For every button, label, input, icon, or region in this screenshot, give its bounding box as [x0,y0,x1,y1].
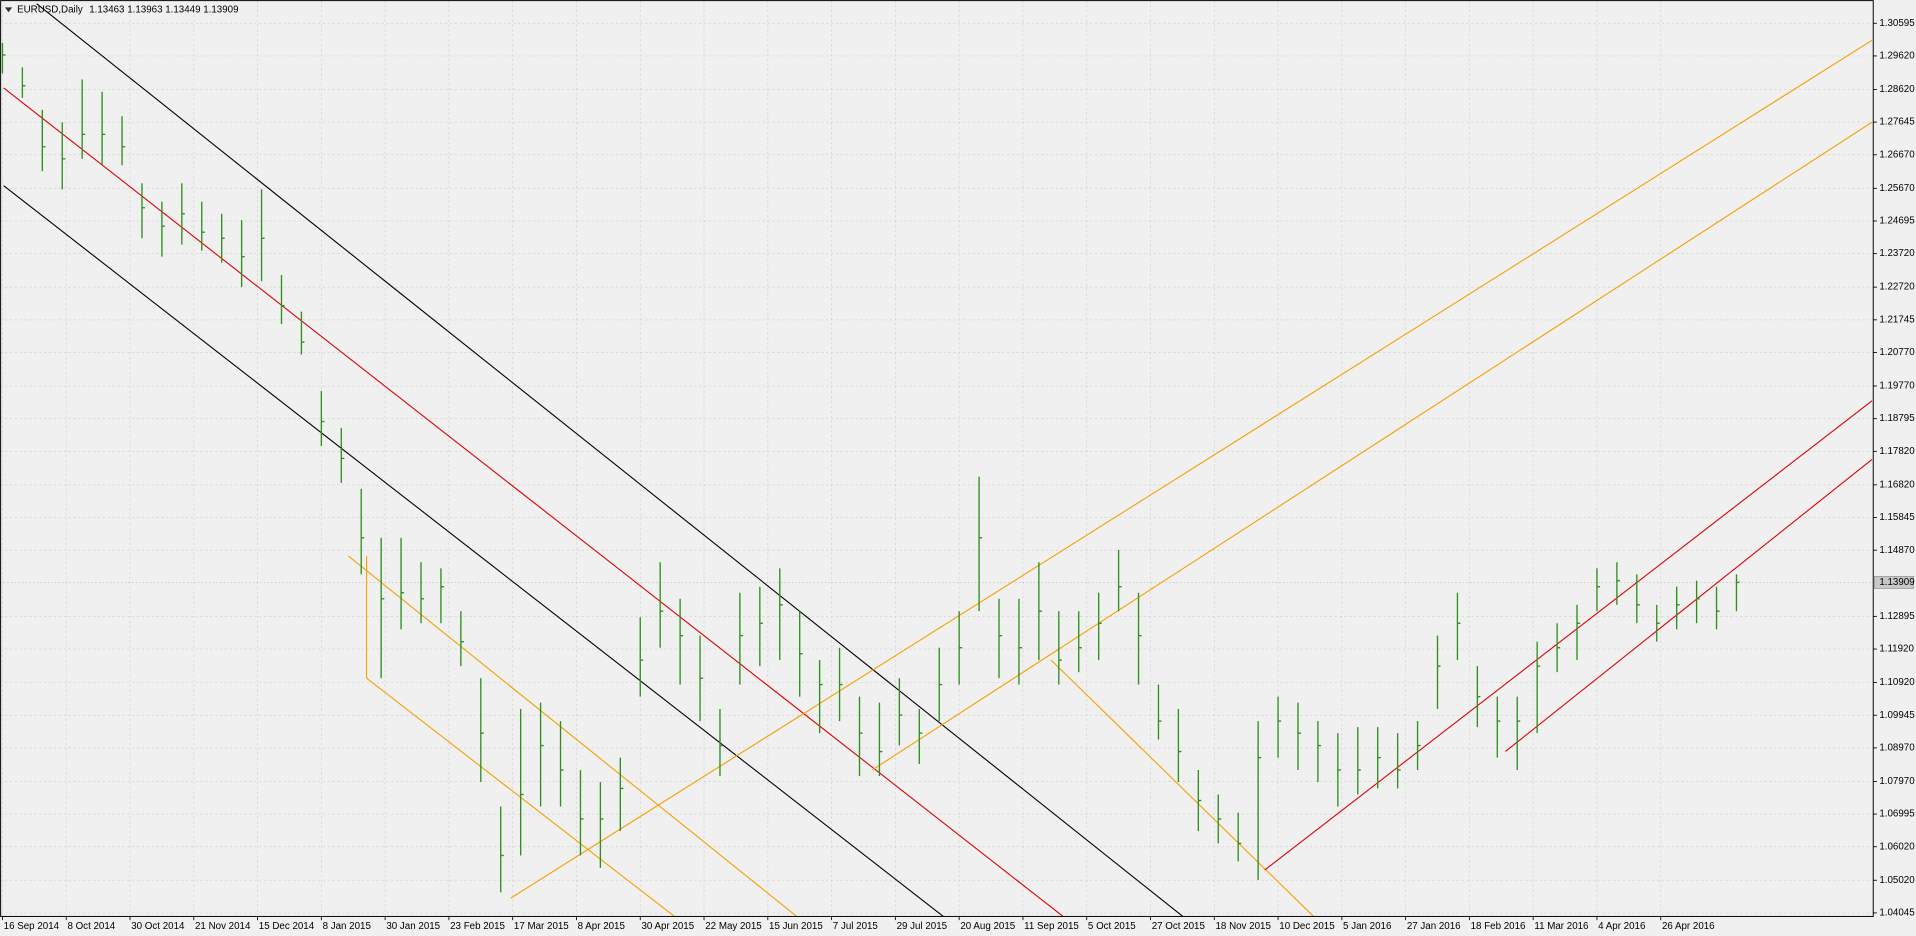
y-tick-label: 1.27645 [1879,117,1915,128]
last-price-box [1874,575,1914,589]
x-tick-label: 27 Oct 2015 [1152,921,1206,932]
red-line [1264,400,1873,871]
ohlc-readout: 1.13463 1.13963 1.13449 1.13909 [89,4,238,15]
orange-line [347,555,798,917]
chart-title: EURUSD,Daily [17,4,83,15]
orange-line [1050,659,1314,917]
x-tick-label: 29 Jul 2015 [897,921,948,932]
x-tick-label: 18 Nov 2015 [1215,921,1271,932]
y-tick-label: 1.09945 [1879,710,1915,721]
y-tick-label: 1.12895 [1879,611,1915,622]
y-tick-label: 1.26670 [1879,149,1915,160]
menu-triangle[interactable] [4,7,13,13]
x-tick-label: 26 Apr 2016 [1662,921,1715,932]
x-tick-label: 16 Sep 2014 [4,921,60,932]
channel-line [36,3,1184,917]
x-tick-label: 11 Mar 2016 [1534,921,1588,932]
y-tick-label: 1.14870 [1879,545,1915,556]
x-tick-label: 30 Apr 2015 [641,921,694,932]
orange-line [872,121,1873,771]
y-tick-label: 1.15845 [1879,512,1915,523]
y-tick-label: 1.05020 [1879,875,1915,886]
x-tick-label: 11 Sep 2015 [1024,921,1079,932]
x-tick-label: 15 Dec 2014 [259,921,315,932]
y-tick-label: 1.17820 [1879,446,1915,457]
orange-line [510,39,1873,899]
x-tick-label: 8 Apr 2015 [578,921,626,932]
y-tick-label: 1.04045 [1879,908,1915,919]
y-tick-label: 1.06020 [1879,841,1915,852]
y-tick-label: 1.28620 [1879,84,1915,95]
x-tick-label: 27 Jan 2016 [1407,921,1461,932]
last-price-label: 1.13909 [1879,577,1914,588]
x-tick-label: 8 Jan 2015 [323,921,372,932]
bars [1,42,1740,893]
y-tick-label: 1.10920 [1879,677,1915,688]
x-tick-label: 4 Apr 2016 [1598,921,1645,932]
grid [0,0,1873,917]
y-tick-label: 1.29620 [1879,51,1915,62]
red-line [1505,459,1873,752]
x-tick-label: 30 Oct 2014 [131,921,185,932]
y-tick-label: 1.25670 [1879,183,1915,194]
x-tick-label: 8 Oct 2014 [67,921,115,932]
channel-midline [3,87,1064,917]
y-tick-label: 1.23720 [1879,248,1915,259]
x-tick-label: 20 Aug 2015 [960,921,1015,932]
x-tick-label: 22 May 2015 [705,921,762,932]
y-tick-label: 1.08970 [1879,742,1915,753]
trendlines [3,3,1873,917]
y-tick-label: 1.06995 [1879,809,1915,820]
plot-frame [0,0,1874,917]
x-tick-label: 7 Jul 2015 [833,921,879,932]
y-tick-label: 1.07970 [1879,776,1915,787]
x-tick-label: 30 Jan 2015 [386,921,440,932]
y-tick-label: 1.24695 [1879,216,1915,227]
y-tick-label: 1.30595 [1879,18,1915,29]
y-tick-label: 1.11920 [1879,644,1914,655]
y-tick-label: 1.22720 [1879,282,1915,293]
x-tick-label: 10 Dec 2015 [1279,921,1335,932]
channel-line [3,185,944,917]
y-tick-label: 1.18795 [1879,413,1915,424]
x-tick-label: 23 Feb 2015 [450,921,505,932]
x-tick-label: 15 Jun 2015 [769,921,823,932]
x-tick-label: 5 Jan 2016 [1343,921,1391,932]
y-tick-label: 1.20770 [1879,347,1915,358]
y-tick-label: 1.19770 [1879,381,1915,392]
x-tick-label: 5 Oct 2015 [1088,921,1136,932]
x-tick-label: 17 Mar 2015 [514,921,569,932]
y-tick-label: 1.21745 [1879,314,1915,325]
x-tick-label: 18 Feb 2016 [1471,921,1526,932]
y-tick-label: 1.16820 [1879,479,1915,490]
x-tick-label: 21 Nov 2014 [195,921,251,932]
